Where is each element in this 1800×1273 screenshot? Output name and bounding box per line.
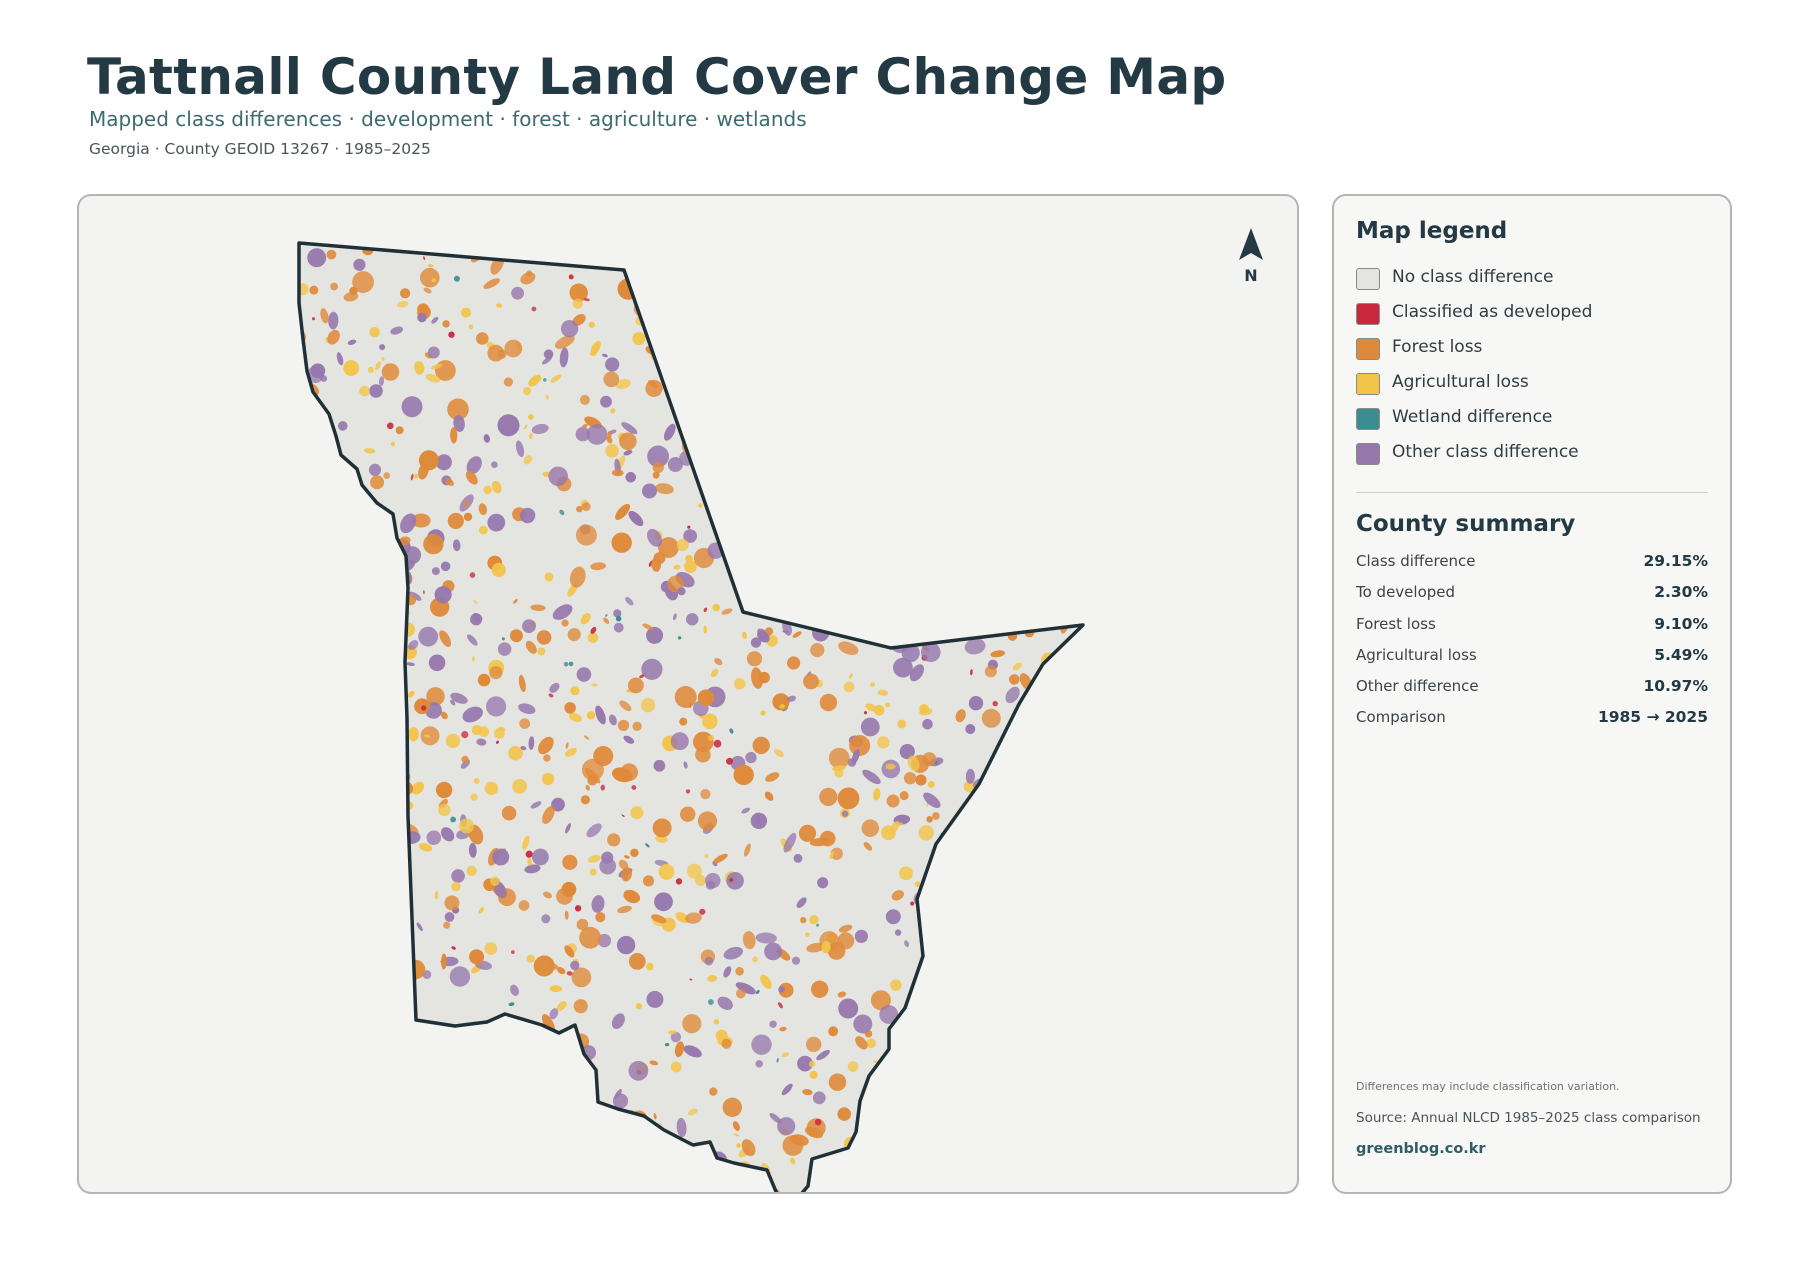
county-outline [297, 241, 1085, 1192]
legend-swatch-no-difference [1356, 268, 1380, 290]
legend-label: Other class difference [1392, 442, 1579, 462]
legend-item-developed: Classified as developed [1356, 301, 1706, 336]
legend-swatch-developed [1356, 303, 1380, 325]
summary-label: Other difference [1356, 677, 1479, 696]
north-arrow-icon [1239, 228, 1263, 260]
summary-label: To developed [1356, 583, 1456, 602]
legend-swatch-agricultural-loss [1356, 373, 1380, 395]
source-text: Source: Annual NLCD 1985–2025 class comp… [1356, 1110, 1701, 1126]
summary-value: 9.10% [1654, 614, 1708, 633]
legend-item-wetland: Wetland difference [1356, 406, 1706, 441]
legend-item-forest-loss: Forest loss [1356, 336, 1706, 371]
legend-item-agricultural-loss: Agricultural loss [1356, 371, 1706, 406]
legend-label: Forest loss [1392, 337, 1483, 357]
summary-label: Agricultural loss [1356, 645, 1477, 664]
summary-value: 2.30% [1654, 583, 1708, 602]
legend-label: No class difference [1392, 267, 1554, 287]
summary-value: 5.49% [1654, 645, 1708, 664]
summary-title: County summary [1356, 511, 1576, 537]
summary-row-agricultural-loss: Agricultural loss 5.49% [1356, 646, 1708, 677]
summary-value: 1985 → 2025 [1597, 708, 1708, 727]
legend-list: No class difference Classified as develo… [1356, 266, 1706, 476]
legend-divider [1356, 492, 1708, 493]
credit-link[interactable]: greenblog.co.kr [1356, 1141, 1486, 1157]
legend-label: Classified as developed [1392, 302, 1593, 322]
summary-label: Class difference [1356, 552, 1476, 570]
summary-label: Comparison [1356, 708, 1446, 727]
summary-row-other-difference: Other difference 10.97% [1356, 677, 1708, 708]
legend-panel: Map legend No class difference Classifie… [1332, 194, 1732, 1194]
page-title: Tattnall County Land Cover Change Map [87, 48, 1227, 106]
summary-row-class-difference: Class difference 29.15% [1356, 552, 1708, 583]
summary-label: Forest loss [1356, 614, 1436, 633]
summary-list: Class difference 29.15% To developed 2.3… [1356, 552, 1708, 740]
map-panel[interactable]: N [77, 194, 1299, 1194]
legend-title: Map legend [1356, 218, 1508, 244]
summary-row-to-developed: To developed 2.30% [1356, 583, 1708, 614]
footer-note: Differences may include classification v… [1356, 1080, 1620, 1093]
county-fill [299, 243, 1083, 1192]
summary-value: 29.15% [1643, 552, 1708, 570]
north-label: N [1244, 266, 1258, 285]
summary-value: 10.97% [1643, 677, 1708, 696]
page-meta: Georgia · County GEOID 13267 · 1985–2025 [89, 140, 431, 158]
legend-swatch-other [1356, 443, 1380, 465]
legend-swatch-wetland [1356, 408, 1380, 430]
legend-item-other: Other class difference [1356, 441, 1706, 476]
legend-label: Wetland difference [1392, 407, 1553, 427]
legend-item-no-difference: No class difference [1356, 266, 1706, 301]
summary-row-comparison: Comparison 1985 → 2025 [1356, 708, 1708, 739]
page-subtitle: Mapped class differences · development ·… [89, 107, 807, 131]
county-map[interactable] [79, 196, 1299, 1194]
legend-label: Agricultural loss [1392, 372, 1529, 392]
legend-swatch-forest-loss [1356, 338, 1380, 360]
summary-row-forest-loss: Forest loss 9.10% [1356, 615, 1708, 646]
